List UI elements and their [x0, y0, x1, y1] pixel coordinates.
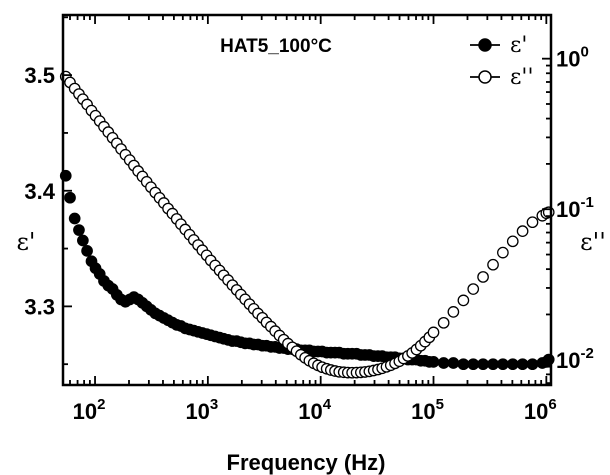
legend-filled-marker: [478, 38, 492, 52]
data-point: [467, 358, 480, 371]
data-point: [447, 357, 460, 369]
data-point: [73, 224, 85, 236]
data-point: [497, 358, 509, 371]
data-point: [64, 191, 76, 204]
data-point: [477, 271, 489, 283]
x-tick-label: 105: [411, 396, 444, 424]
data-point: [516, 225, 529, 238]
data-point: [447, 306, 460, 318]
data-point: [437, 357, 450, 369]
data-point: [497, 246, 509, 259]
right-axis-label: ε'': [580, 228, 606, 256]
data-point: [77, 234, 89, 247]
x-tick-label: 104: [298, 396, 331, 424]
data-point: [516, 358, 529, 371]
legend-open-marker: [478, 70, 492, 84]
data-point: [437, 316, 450, 329]
x-tick-label: 106: [524, 396, 557, 424]
data-point: [487, 358, 499, 371]
right-tick-label: 100: [556, 44, 589, 72]
right-tick-label: 10-1: [556, 194, 594, 222]
data-point: [506, 358, 519, 371]
data-point: [487, 258, 499, 271]
data-point: [506, 235, 519, 248]
left-tick-label: 3.4: [24, 179, 55, 204]
left-tick-label: 3.5: [24, 63, 55, 88]
data-point: [457, 294, 470, 307]
data-point: [526, 216, 539, 229]
data-point: [427, 356, 440, 368]
data-point: [68, 212, 81, 225]
legend-label: ε': [510, 33, 527, 58]
legend-label: ε'': [510, 65, 534, 90]
data-layer: [59, 70, 555, 379]
data-point: [457, 358, 470, 371]
series-eps_double_prime: [59, 70, 555, 379]
left-tick-label: 3.3: [24, 294, 55, 319]
left-axis-label: ε': [16, 228, 35, 256]
legend: ε' ε'': [470, 33, 534, 90]
x-tick-label: 102: [73, 396, 106, 424]
data-point: [467, 283, 480, 295]
right-tick-label: 10-2: [556, 345, 594, 373]
data-point: [81, 245, 93, 257]
data-point: [526, 358, 539, 371]
axis-layer: 102 103 104 105 106 3.3 3.4 3.5 10-2 10-1 100: [24, 15, 594, 424]
data-point: [427, 326, 440, 339]
x-tick-label: 103: [185, 396, 218, 424]
plot-frame: [61, 13, 553, 387]
chart-title: HAT5_100°C: [220, 36, 332, 57]
x-axis-label: Frequency (Hz): [227, 450, 386, 475]
series-eps_prime: [59, 169, 555, 371]
data-point: [477, 358, 489, 371]
